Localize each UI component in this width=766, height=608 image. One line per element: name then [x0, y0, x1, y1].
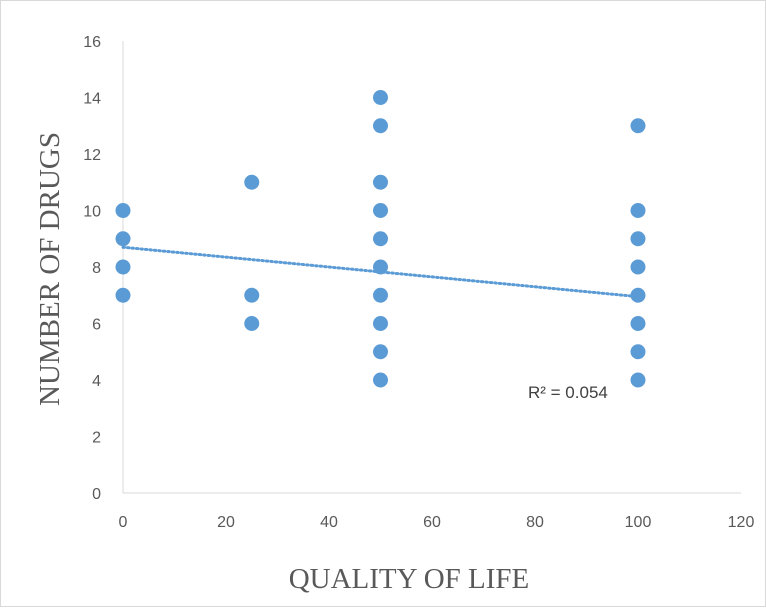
data-point [373, 344, 388, 360]
data-point [373, 118, 388, 134]
x-tick-label: 20 [217, 514, 235, 531]
data-point [373, 316, 388, 331]
y-tick-label: 6 [92, 317, 101, 334]
y-tick-label: 2 [92, 430, 101, 447]
y-tick-label: 14 [83, 91, 101, 108]
y-tick-label: 16 [83, 34, 101, 51]
x-tick-label: 40 [320, 514, 338, 531]
data-point [115, 287, 131, 303]
x-axis-title: QUALITY OF LIFE [289, 563, 530, 595]
data-point [244, 287, 260, 303]
data-point [630, 287, 646, 303]
data-point [373, 231, 388, 247]
tick-labels: 0 20 40 60 80 100 120 0 2 4 6 8 10 12 14 16 [83, 34, 754, 531]
y-tick-label: 4 [92, 373, 101, 390]
x-tick-label: 60 [423, 514, 441, 531]
data-point [630, 372, 646, 388]
data-point [373, 372, 388, 388]
x-tick-label: 0 [119, 514, 128, 531]
data-point [244, 316, 260, 331]
data-point [373, 90, 388, 105]
data-point [630, 344, 646, 360]
r-squared-label: R² = 0.054 [528, 383, 608, 402]
data-points [115, 90, 646, 388]
axes [122, 41, 741, 494]
x-tick-label: 120 [728, 514, 755, 531]
data-point [115, 259, 131, 275]
y-axis-title: NUMBER OF DRUGS [34, 132, 66, 406]
y-tick-label: 0 [92, 486, 101, 503]
data-point [373, 287, 388, 303]
data-point [244, 174, 260, 190]
data-point [115, 231, 131, 247]
data-point [373, 259, 388, 275]
data-point [373, 174, 388, 190]
data-point [630, 231, 646, 247]
data-point [373, 203, 388, 218]
y-tick-label: 12 [83, 147, 101, 164]
x-tick-label: 80 [526, 514, 544, 531]
data-point [630, 316, 646, 331]
data-point [630, 118, 646, 134]
x-tick-label: 100 [625, 514, 652, 531]
y-tick-label: 8 [92, 260, 101, 277]
data-point [630, 259, 646, 275]
y-tick-label: 10 [83, 204, 101, 221]
data-point [115, 203, 131, 218]
data-point [630, 203, 646, 218]
